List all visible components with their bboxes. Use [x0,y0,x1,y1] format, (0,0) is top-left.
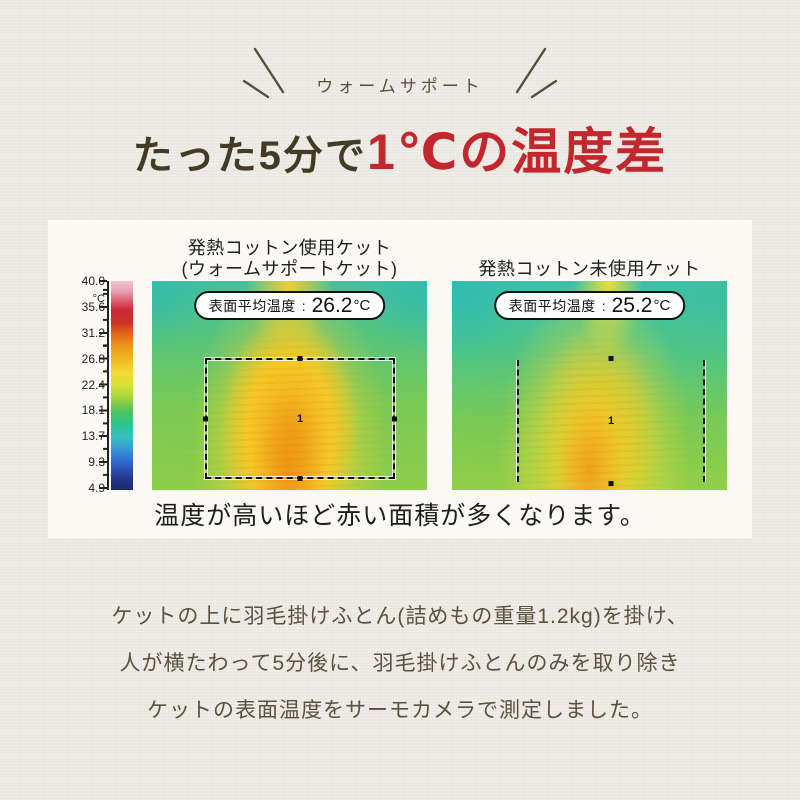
badge-value: 26.2 [311,293,353,317]
measurement-roi-right: 1 [517,356,705,486]
badge-unit: °C [653,297,671,314]
badge-unit: °C [353,297,371,314]
scale-minor-ticks [103,280,107,491]
method-description-line: ケットの上に羽毛掛けふとん(詰めもの重量1.2kg)を掛け、 [111,605,689,628]
method-description-line: 人が横たわって5分後に、羽毛掛けふとんのみを取り除き [119,652,681,675]
roi-dot [608,481,614,486]
right-image-label-line1: 発熱コットン未使用ケット [478,259,701,279]
left-image-label-line1: 発熱コットン使用ケット [187,238,392,258]
accent-slash-left-icon [242,47,285,99]
avg-temp-badge-right: 表面平均温度 : 25.2 °C [493,291,686,320]
measurement-roi-left: 1 [203,356,397,481]
scale-colorbar [111,281,133,490]
thermal-image-without-cotton: 1 表面平均温度 : 25.2 °C [452,281,727,490]
title-accent: 1℃の温度差 [366,124,668,180]
roi-dot [608,356,614,361]
comparison-panel: 発熱コットン使用ケット (ウォームサポートケット) 発熱コットン未使用ケット 4… [48,220,752,538]
method-description: ケットの上に羽毛掛けふとん(詰めもの重量1.2kg)を掛け、 人が横たわって5分後… [0,604,800,745]
left-image-label-line2: (ウォームサポートケット) [181,259,398,279]
badge-value: 25.2 [611,293,653,317]
roi-number: 1 [296,412,304,425]
right-image-label: 発熱コットン未使用ケット [452,259,727,280]
temperature-scale: 40.035.631.226.822.418.113.79.34.9 °C [75,274,133,495]
badge-separator: : [601,297,606,314]
roi-dot [203,416,208,421]
badge-label: 表面平均温度 [208,297,296,314]
badge-separator: : [301,297,306,314]
left-image-label: 発熱コットン使用ケット (ウォームサポートケット) [152,238,427,280]
roi-dot [297,476,303,481]
avg-temp-badge-left: 表面平均温度 : 26.2 °C [193,291,386,320]
roi-dot [392,416,397,421]
eyebrow-label: ウォームサポート [316,77,484,96]
roi-dot [297,356,303,361]
accent-slash-right-icon [515,47,558,99]
badge-label: 表面平均温度 [508,297,596,314]
scale-axis-line [107,281,109,490]
roi-number: 1 [607,415,615,427]
panel-caption: 温度が高いほど赤い面積が多くなります。 [154,502,646,530]
title-prefix: たった5分で [132,134,367,178]
method-description-line: ケットの表面温度をサーモカメラで測定しました。 [147,699,653,722]
page-title: たった5分で 1℃の温度差 [0,112,800,184]
thermal-image-with-cotton: 1 表面平均温度 : 26.2 °C [152,281,427,490]
